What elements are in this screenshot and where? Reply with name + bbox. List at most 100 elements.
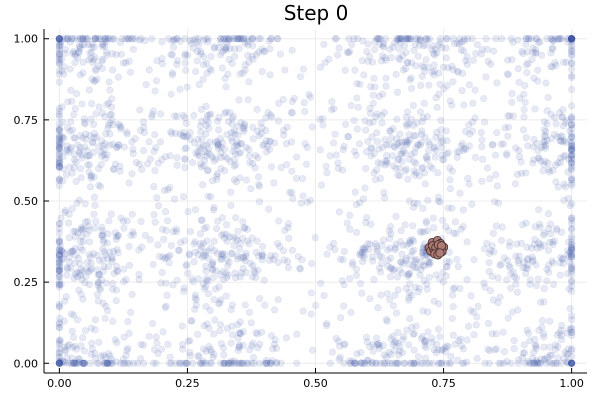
background-point-1506 xyxy=(505,242,514,250)
background-point-1158 xyxy=(109,279,117,288)
background-point-2132 xyxy=(428,164,436,173)
background-point-2496 xyxy=(458,87,466,95)
background-point-1483 xyxy=(379,236,388,244)
background-point-295 xyxy=(404,35,412,43)
background-point-998 xyxy=(568,159,576,167)
background-point-505 xyxy=(80,115,88,123)
background-point-802 xyxy=(478,143,486,151)
background-point-405 xyxy=(514,36,522,44)
background-point-1133 xyxy=(69,227,78,236)
background-point-1631 xyxy=(55,323,63,332)
background-point-1364 xyxy=(470,256,478,264)
background-point-1758 xyxy=(270,340,278,348)
background-point-64 xyxy=(90,35,98,43)
background-point-926 xyxy=(559,122,567,130)
background-point-1114 xyxy=(77,225,85,233)
background-point-2340 xyxy=(511,180,519,188)
background-point-834 xyxy=(370,150,378,158)
background-point-944 xyxy=(541,157,549,165)
background-point-82 xyxy=(105,78,113,86)
background-point-436 xyxy=(504,71,512,79)
background-point-181 xyxy=(195,35,203,43)
background-point-1636 xyxy=(106,352,114,360)
background-point-772 xyxy=(381,194,389,202)
background-point-2372 xyxy=(78,154,86,162)
background-point-1302 xyxy=(192,301,200,309)
background-point-2235 xyxy=(96,182,105,191)
background-point-789 xyxy=(423,112,432,121)
background-point-582 xyxy=(59,177,67,185)
background-point-502 xyxy=(109,140,117,148)
background-point-1954 xyxy=(451,340,459,349)
background-point-2278 xyxy=(469,308,478,316)
background-point-1206 xyxy=(217,250,225,258)
background-point-412 xyxy=(568,35,576,43)
background-point-2566 xyxy=(319,115,327,123)
background-point-1116 xyxy=(94,271,103,279)
background-point-1264 xyxy=(141,231,149,240)
background-point-166 xyxy=(265,37,273,45)
background-point-635 xyxy=(240,125,248,133)
background-point-146 xyxy=(147,35,156,43)
background-point-290 xyxy=(424,63,432,71)
background-point-2193 xyxy=(91,316,99,324)
background-point-2194 xyxy=(90,173,98,181)
background-point-1787 xyxy=(272,344,281,352)
background-point-1057 xyxy=(55,280,63,288)
background-point-681 xyxy=(262,136,270,145)
background-point-779 xyxy=(425,138,433,146)
background-point-512 xyxy=(55,140,63,148)
background-point-1594 xyxy=(544,246,553,255)
background-point-1027 xyxy=(529,143,537,151)
background-point-724 xyxy=(244,96,252,104)
background-point-130 xyxy=(168,37,176,45)
background-point-63 xyxy=(56,60,64,68)
background-point-286 xyxy=(436,39,444,47)
background-point-616 xyxy=(197,128,205,136)
background-point-1 xyxy=(92,65,100,73)
background-point-164 xyxy=(203,69,211,77)
background-point-2195 xyxy=(106,141,114,149)
background-point-2591 xyxy=(210,237,218,245)
background-point-1295 xyxy=(236,239,244,248)
background-point-814 xyxy=(461,127,470,135)
background-point-2557 xyxy=(75,196,84,204)
background-point-1681 xyxy=(61,343,69,351)
background-point-2565 xyxy=(434,193,443,201)
background-point-588 xyxy=(86,183,95,191)
background-point-1740 xyxy=(140,359,148,367)
background-point-985 xyxy=(543,107,551,115)
background-point-2382 xyxy=(240,224,249,232)
background-point-885 xyxy=(462,145,470,153)
background-point-857 xyxy=(342,120,350,128)
background-point-621 xyxy=(204,118,212,126)
background-point-1929 xyxy=(464,322,473,330)
y-tick-label-2: 0.50 xyxy=(14,195,39,208)
x-tick-label-2: 0.50 xyxy=(303,377,328,390)
background-point-898 xyxy=(396,172,404,180)
background-point-1231 xyxy=(210,296,218,304)
background-point-1524 xyxy=(543,265,551,273)
background-point-1168 xyxy=(94,281,102,289)
background-point-2392 xyxy=(397,258,405,267)
background-point-1226 xyxy=(273,240,282,248)
background-point-515 xyxy=(95,165,103,173)
background-point-961 xyxy=(568,162,576,171)
background-point-949 xyxy=(559,138,567,146)
background-point-140 xyxy=(207,66,215,75)
background-point-110 xyxy=(103,51,111,59)
background-point-2096 xyxy=(316,63,325,72)
background-point-521 xyxy=(97,148,105,156)
background-point-956 xyxy=(568,147,576,155)
background-point-930 xyxy=(556,158,565,167)
background-point-1790 xyxy=(258,328,266,336)
background-point-203 xyxy=(193,48,201,56)
background-point-1468 xyxy=(371,239,380,248)
background-point-479 xyxy=(82,135,90,143)
background-point-2491 xyxy=(288,246,297,254)
background-point-199 xyxy=(217,35,225,43)
background-point-1230 xyxy=(213,217,222,225)
background-point-838 xyxy=(410,167,418,175)
background-point-1430 xyxy=(453,255,461,264)
background-point-2408 xyxy=(485,267,493,276)
